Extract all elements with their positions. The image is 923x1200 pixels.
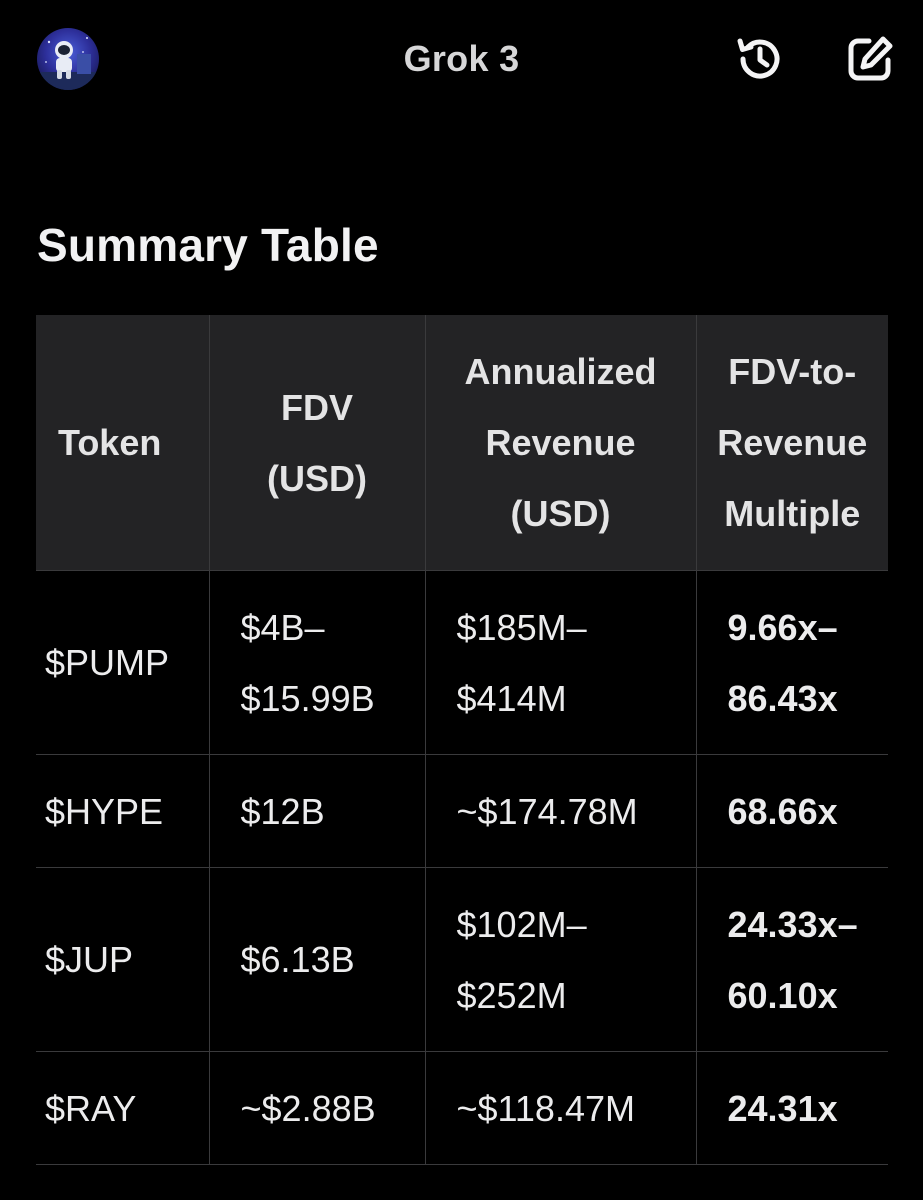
cell-line: $12B (240, 790, 325, 832)
cell-line: 60.10x (727, 974, 838, 1016)
cell-line: ~$118.47M (456, 1087, 635, 1129)
cell-line: ~$2.88B (240, 1087, 376, 1129)
fdv-cell: ~$2.88B (209, 1051, 426, 1165)
header-line: Annualized (464, 351, 657, 392)
revenue-cell: $185M– $414M (425, 570, 697, 755)
edit-icon[interactable] (844, 33, 896, 85)
revenue-cell: ~$174.78M (425, 754, 697, 868)
header-line: Token (58, 422, 162, 463)
revenue-cell: $102M– $252M (425, 867, 697, 1052)
cell-line: $15.99B (240, 677, 375, 719)
table-row: $PUMP $4B– $15.99B $185M– $414M 9.66x– 8… (36, 570, 888, 755)
history-icon[interactable] (734, 33, 786, 85)
table-row: $HYPE $12B ~$174.78M 68.66x (36, 754, 888, 868)
table-row: $RAY ~$2.88B ~$118.47M 24.31x (36, 1051, 888, 1165)
table-row: $JUP $6.13B $102M– $252M 24.33x– 60.10x (36, 867, 888, 1052)
header-line: FDV-to- (728, 351, 857, 392)
fdv-cell: $12B (209, 754, 426, 868)
multiple-cell: 9.66x– 86.43x (696, 570, 888, 755)
column-header-multiple: FDV-to- Revenue Multiple (696, 315, 888, 571)
cell-line: 68.66x (727, 790, 838, 832)
cell-line: 24.31x (727, 1087, 838, 1129)
cell-line: $6.13B (240, 939, 355, 980)
header-line: (USD) (510, 493, 611, 534)
multiple-cell: 24.33x– 60.10x (696, 867, 888, 1052)
cell-line: $185M– (456, 606, 587, 648)
cell-line: ~$174.78M (456, 790, 638, 832)
table-header-row: Token FDV (USD) Annualized Revenue (USD)… (36, 315, 888, 571)
multiple-cell: 68.66x (696, 754, 888, 868)
fdv-cell: $6.13B (209, 867, 426, 1052)
column-header-revenue: Annualized Revenue (USD) (425, 315, 697, 571)
header-line: FDV (281, 386, 353, 428)
header-line: Revenue (485, 422, 636, 463)
column-header-token: Token (36, 315, 210, 571)
cell-line: $102M– (456, 903, 587, 945)
cell-line: $252M (456, 974, 567, 1016)
fdv-cell: $4B– $15.99B (209, 570, 426, 755)
multiple-cell: 24.31x (696, 1051, 888, 1165)
app-title: Grok 3 (403, 38, 520, 79)
column-header-fdv: FDV (USD) (209, 315, 426, 571)
cell-line: 86.43x (727, 677, 838, 719)
header-line: (USD) (267, 457, 367, 499)
token-cell: $JUP (36, 867, 210, 1052)
cell-line: $4B– (240, 606, 325, 648)
header-line: Multiple (724, 493, 861, 534)
header-line: Revenue (717, 422, 868, 463)
cell-line: 9.66x– (727, 606, 838, 648)
astronaut-avatar-icon[interactable] (37, 28, 99, 90)
top-bar: Grok 3 (0, 0, 923, 120)
revenue-cell: ~$118.47M (425, 1051, 697, 1165)
token-cell: $PUMP (36, 570, 210, 755)
token-cell: $RAY (36, 1051, 210, 1165)
cell-line: 24.33x– (727, 903, 858, 945)
cell-line: $414M (456, 677, 567, 719)
token-cell: $HYPE (36, 754, 210, 868)
summary-table: Token FDV (USD) Annualized Revenue (USD)… (36, 315, 888, 1165)
section-heading: Summary Table (37, 219, 379, 271)
